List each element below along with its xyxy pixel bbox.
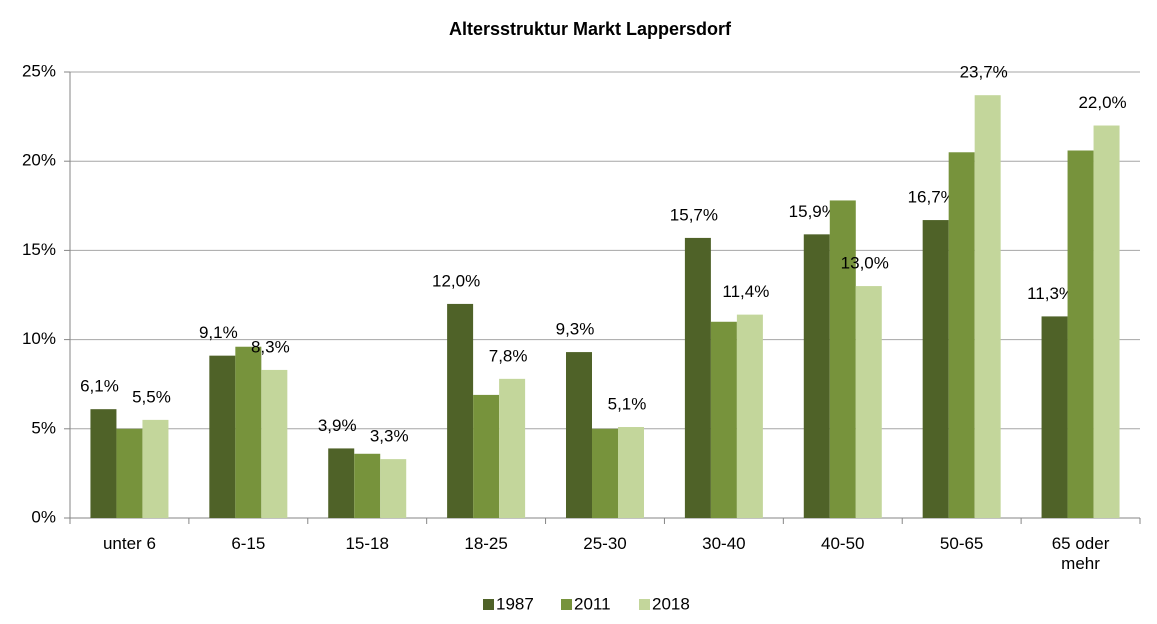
- value-label: 15,7%: [670, 205, 718, 224]
- bar: [829, 200, 856, 518]
- bar: [710, 321, 737, 518]
- legend-swatch: [561, 599, 572, 610]
- x-tick-label: 30-40: [702, 534, 746, 553]
- y-tick-label: 0%: [31, 507, 56, 526]
- bar: [116, 428, 143, 518]
- value-label: 16,7%: [908, 188, 956, 207]
- value-label: 5,1%: [608, 395, 647, 414]
- y-tick-label: 25%: [22, 61, 56, 80]
- bar: [142, 419, 169, 518]
- bar: [354, 453, 381, 518]
- x-tick-label: 6-15: [231, 534, 266, 553]
- value-label: 11,4%: [722, 282, 769, 301]
- value-label: 7,8%: [489, 346, 528, 365]
- chart-title: Altersstruktur Markt Lappersdorf: [449, 19, 732, 39]
- bar: [855, 286, 882, 518]
- x-tick-label: unter 6: [102, 534, 156, 553]
- bar: [1067, 150, 1094, 518]
- bar: [736, 314, 763, 518]
- bar: [499, 378, 526, 518]
- bar: [1041, 316, 1068, 518]
- bar: [328, 448, 355, 518]
- value-label: 8,3%: [251, 337, 290, 356]
- value-label: 3,9%: [318, 416, 357, 435]
- legend-swatch: [639, 599, 650, 610]
- legend-swatch: [483, 599, 494, 610]
- bar: [473, 394, 500, 518]
- bar: [592, 428, 618, 518]
- y-tick-label: 15%: [22, 240, 56, 259]
- x-tick-label: 18-25: [464, 534, 508, 553]
- legend-label: 2018: [652, 594, 690, 613]
- y-tick-label: 10%: [22, 329, 56, 348]
- bar: [684, 237, 711, 519]
- bar: [209, 355, 236, 518]
- legend-label: 2011: [574, 594, 611, 613]
- y-tick-label: 5%: [31, 418, 56, 437]
- x-tick-label: 65 oder mehr: [1051, 534, 1110, 573]
- value-label: 5,5%: [132, 387, 171, 406]
- bar: [948, 152, 975, 518]
- value-label: 9,3%: [556, 320, 595, 339]
- x-tick-label: 25-30: [583, 534, 627, 553]
- y-tick-label: 20%: [22, 151, 56, 170]
- value-label: 13,0%: [841, 254, 889, 273]
- legend-label: 1987: [496, 594, 534, 613]
- bar: [261, 369, 288, 518]
- bar: [447, 303, 474, 518]
- bar: [974, 95, 1001, 518]
- value-label: 3,3%: [370, 427, 409, 446]
- x-tick-label: 40-50: [821, 534, 865, 553]
- value-label: 12,0%: [432, 271, 480, 290]
- bar: [922, 220, 949, 518]
- value-label: 15,9%: [789, 202, 837, 221]
- bar: [803, 234, 830, 518]
- value-label: 23,7%: [960, 63, 1008, 82]
- value-label: 11,3%: [1027, 284, 1074, 303]
- bar: [235, 346, 262, 518]
- bar: [618, 427, 644, 518]
- bar: [380, 459, 407, 518]
- value-label: 9,1%: [199, 323, 238, 342]
- x-tick-label: 15-18: [345, 534, 389, 553]
- bar: [90, 409, 117, 518]
- bar: [1093, 125, 1120, 519]
- x-tick-label: 50-65: [939, 534, 984, 553]
- bar: [566, 352, 592, 518]
- value-label: 22,0%: [1078, 93, 1126, 112]
- value-label: 6,1%: [80, 377, 119, 396]
